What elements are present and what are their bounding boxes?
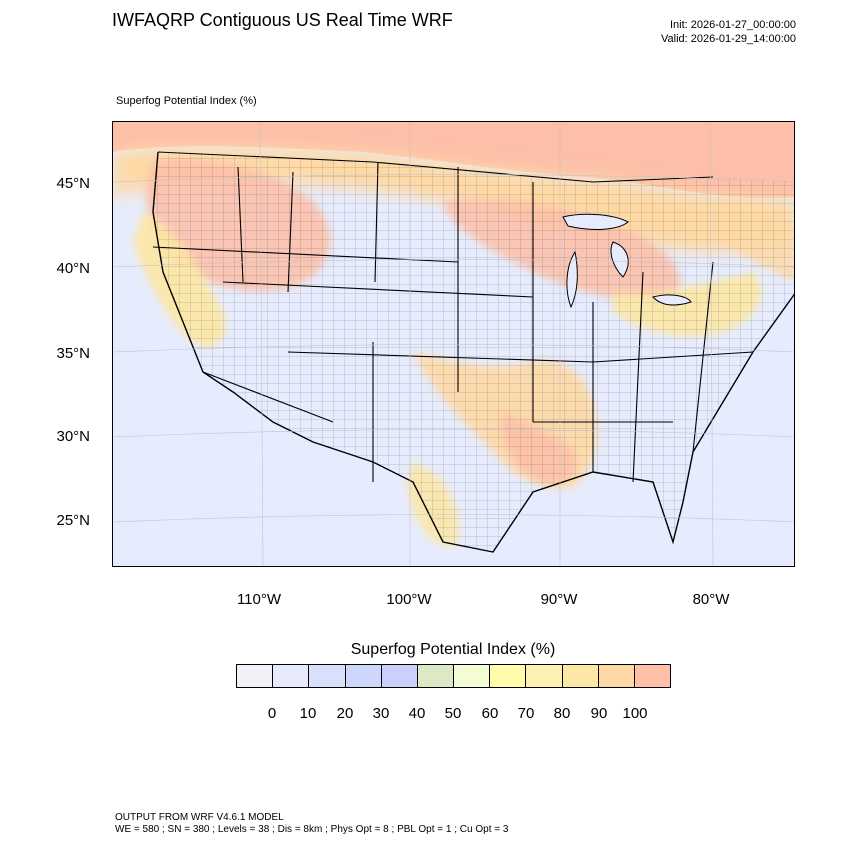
footer-config-line: WE = 580 ; SN = 380 ; Levels = 38 ; Dis …	[115, 824, 509, 835]
colorbar-label: 0	[267, 705, 277, 722]
lat-label-35n: 35°N	[56, 345, 90, 362]
colorbar-box	[381, 665, 418, 687]
colorbar-label: 40	[408, 705, 426, 722]
colorbar-label: 10	[299, 705, 317, 722]
chart-title: IWFAQRP Contiguous US Real Time WRF	[112, 10, 453, 30]
state-boundaries	[152, 151, 754, 483]
colorbar-box	[490, 665, 527, 687]
lake-erie	[652, 294, 692, 306]
lat-label-25n: 25°N	[56, 512, 90, 529]
lat-label-45n: 45°N	[56, 175, 90, 192]
colorbar-box	[598, 665, 635, 687]
map-field-label: Superfog Potential Index (%)	[116, 95, 257, 107]
colorbar-box	[526, 665, 563, 687]
lon-label-100w: 100°W	[386, 591, 432, 608]
county-boundaries	[153, 152, 794, 552]
colorbar-label: 80	[553, 705, 571, 722]
colorbar-box	[634, 665, 671, 687]
valid-time: Valid: 2026-01-29_14:00:00	[661, 33, 796, 45]
lake-superior	[562, 213, 629, 230]
colorbar-label: 100	[622, 705, 648, 722]
colorbar-label: 20	[336, 705, 354, 722]
map-panel	[112, 121, 795, 567]
coastline	[152, 151, 794, 553]
colorbar-label: 90	[590, 705, 608, 722]
map-svg	[113, 122, 794, 566]
colorbar-box	[345, 665, 382, 687]
colorbar	[236, 664, 671, 688]
canada-high-region	[113, 122, 794, 198]
colorbar-label: 70	[517, 705, 535, 722]
lake-huron	[610, 241, 629, 278]
colorbar-box	[309, 665, 346, 687]
colorbar-label: 30	[372, 705, 390, 722]
colorbar-box	[417, 665, 455, 687]
footer-model-line: OUTPUT FROM WRF V4.6.1 MODEL	[115, 812, 284, 823]
lon-label-80w: 80°W	[692, 591, 730, 608]
colorbar-box	[273, 665, 310, 687]
lat-label-40n: 40°N	[56, 260, 90, 277]
graticule	[113, 122, 794, 566]
colorbar-label: 50	[444, 705, 462, 722]
lon-label-110w: 110°W	[236, 591, 282, 608]
colorbar-title: Superfog Potential Index (%)	[350, 641, 556, 658]
lon-label-90w: 90°W	[540, 591, 578, 608]
colorbar-box	[454, 665, 491, 687]
colorbar-box	[562, 665, 599, 687]
lat-label-30n: 30°N	[56, 428, 90, 445]
init-time: Init: 2026-01-27_00:00:00	[670, 19, 796, 31]
colorbar-box	[237, 665, 274, 687]
lake-michigan	[566, 250, 578, 309]
colorbar-label: 60	[481, 705, 499, 722]
